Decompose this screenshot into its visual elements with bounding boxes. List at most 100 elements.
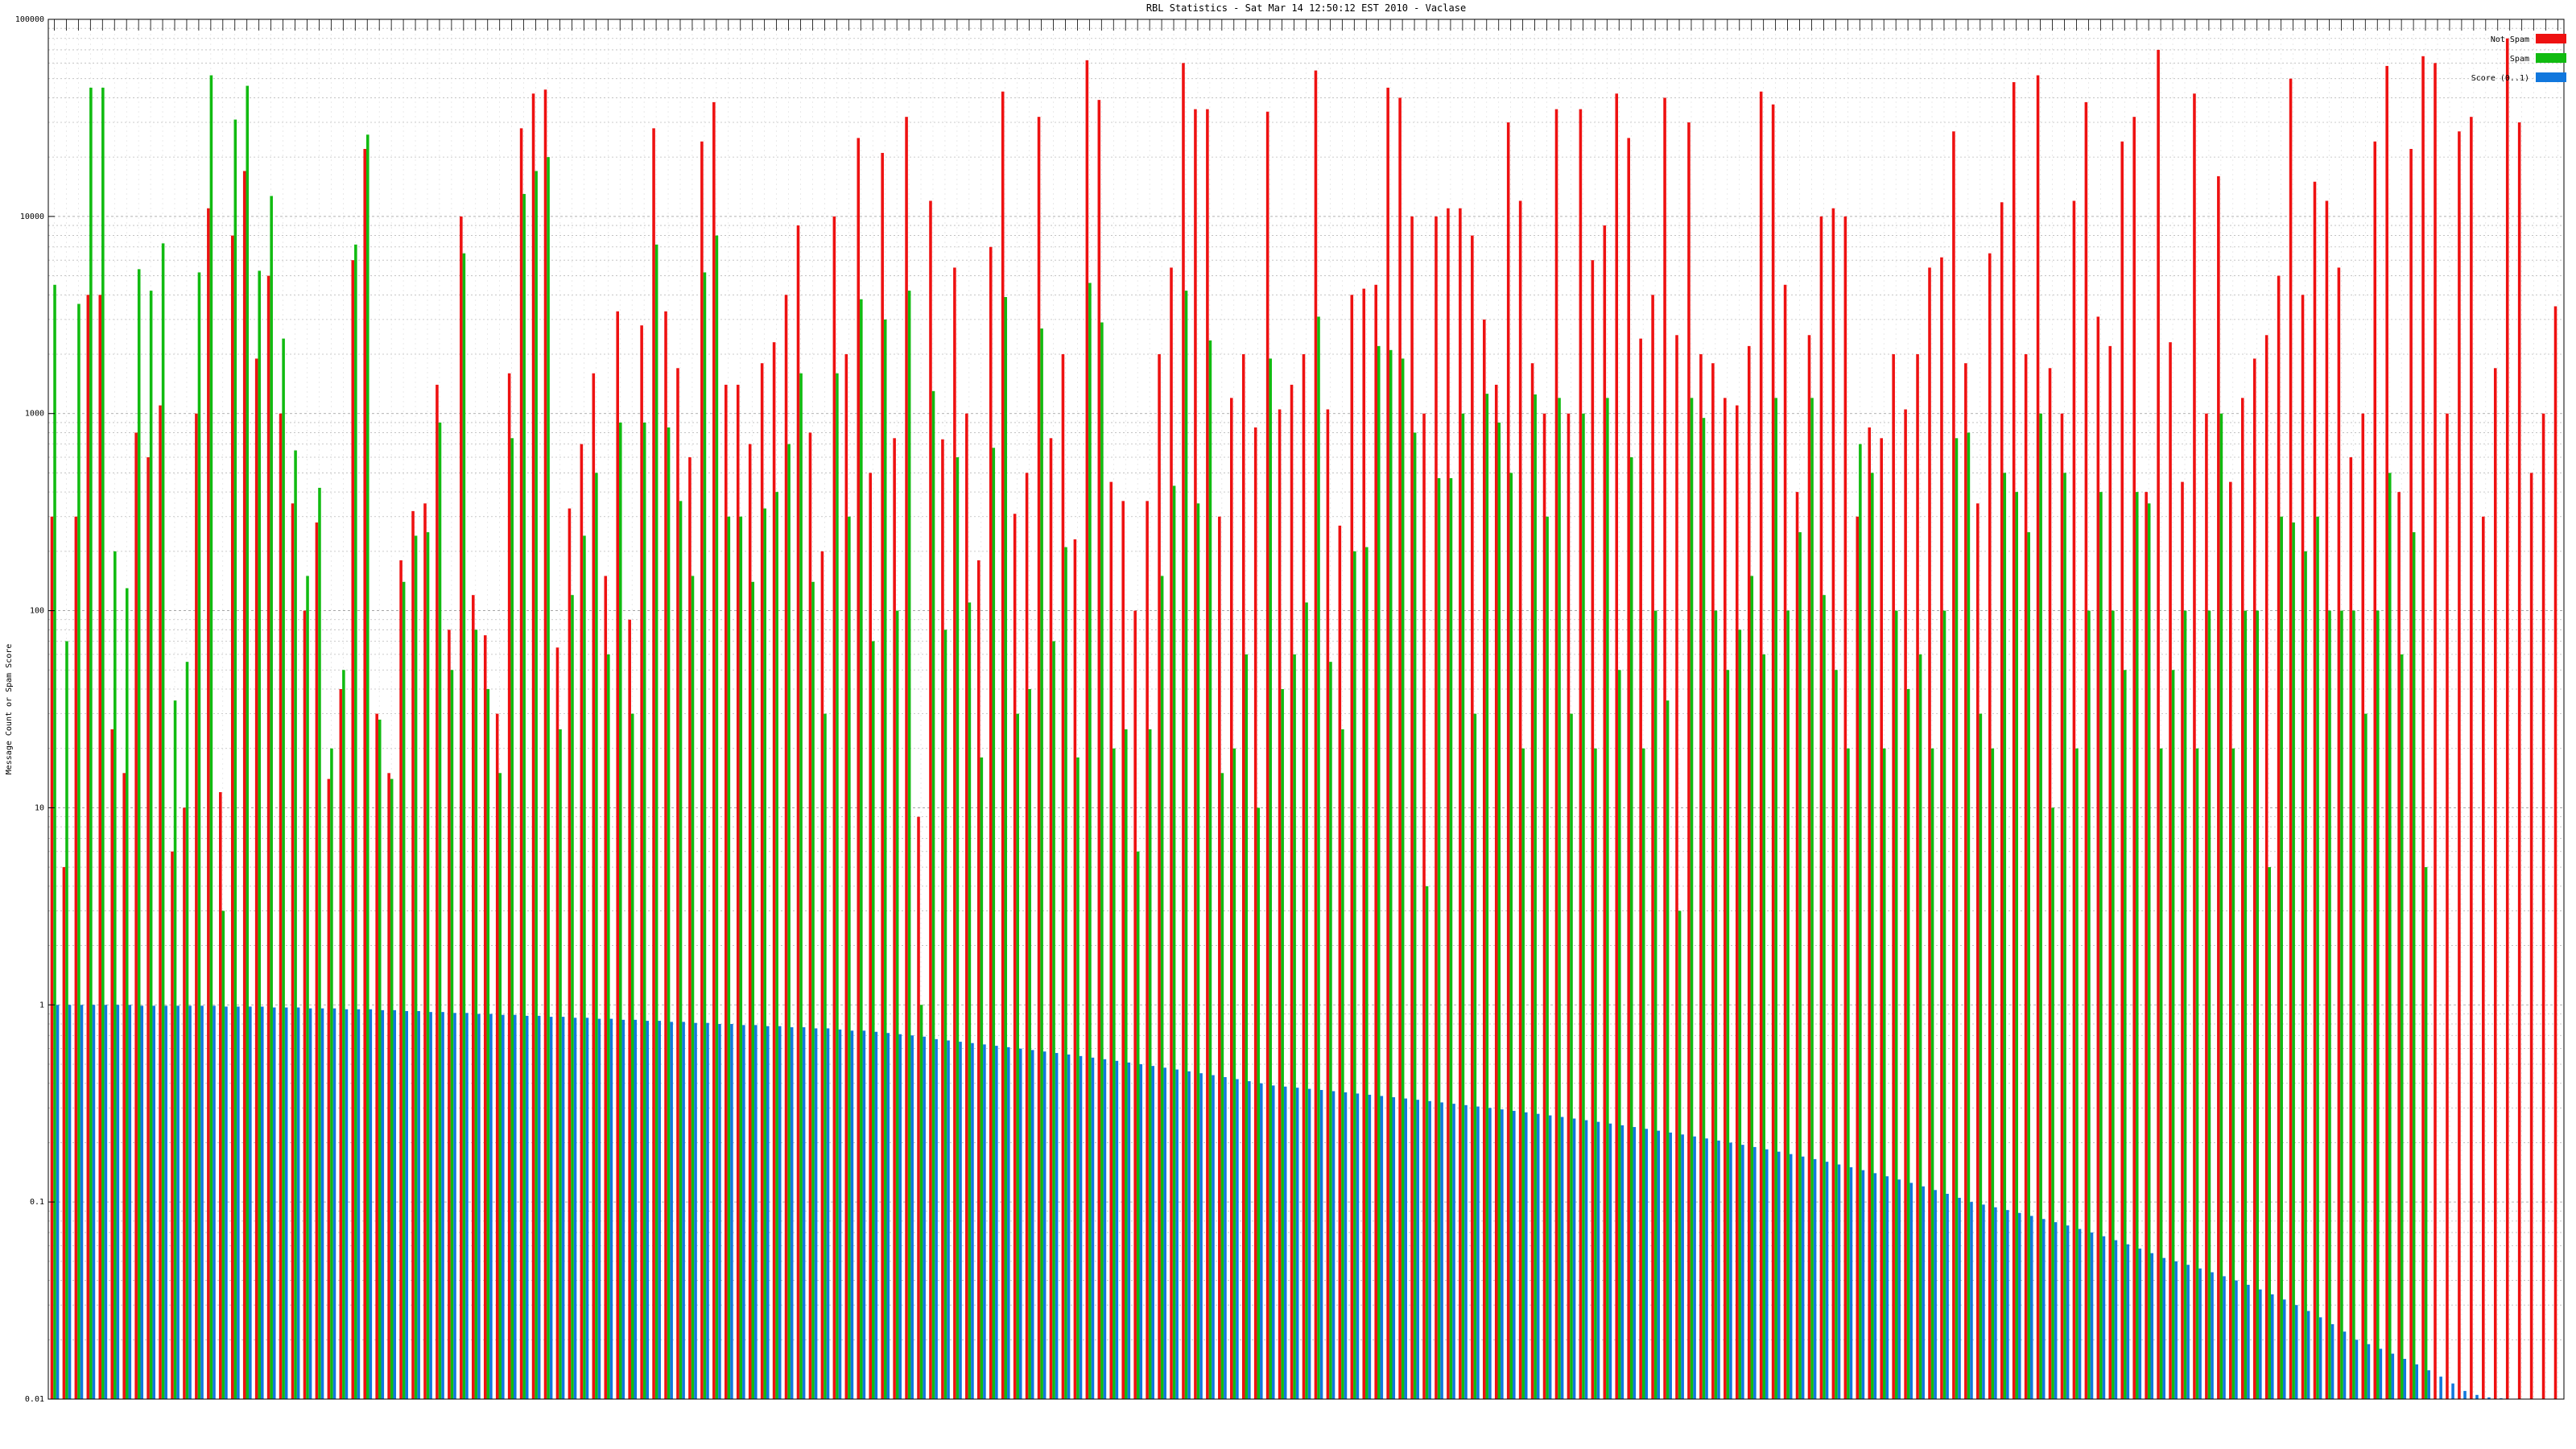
bar-not-spam-100 xyxy=(1253,427,1257,1399)
bar-not-spam-153 xyxy=(1892,354,1895,1400)
bar-not-spam-208 xyxy=(2553,306,2557,1399)
bar-score-0-1--43 xyxy=(573,1018,577,1399)
bar-score-0-1--57 xyxy=(742,1025,745,1399)
bar-score-0-1--49 xyxy=(646,1021,650,1399)
bar-not-spam-76 xyxy=(965,413,968,1399)
bar-not-spam-41 xyxy=(543,89,547,1399)
bar-spam-150 xyxy=(1859,444,1862,1400)
bar-spam-183 xyxy=(2256,610,2260,1399)
bar-not-spam-118 xyxy=(1471,235,1474,1400)
bar-score-0-1--36 xyxy=(489,1013,493,1399)
bar-not-spam-167 xyxy=(2060,413,2064,1399)
bar-spam-191 xyxy=(2352,610,2355,1399)
bar-not-spam-194 xyxy=(2385,65,2388,1399)
bar-score-0-1--102 xyxy=(1283,1086,1287,1399)
bar-score-0-1--108 xyxy=(1356,1093,1360,1399)
bar-spam-138 xyxy=(1714,610,1718,1399)
bar-score-0-1--65 xyxy=(838,1029,842,1399)
bar-spam-57 xyxy=(739,516,743,1399)
bar-spam-136 xyxy=(1690,398,1694,1400)
bar-not-spam-181 xyxy=(2229,481,2232,1399)
bar-spam-60 xyxy=(775,492,778,1399)
bar-not-spam-48 xyxy=(628,619,631,1399)
bar-spam-104 xyxy=(1305,602,1308,1399)
bar-score-0-1--70 xyxy=(898,1034,902,1399)
bar-spam-49 xyxy=(642,422,646,1399)
bar-score-0-1--2 xyxy=(80,1005,84,1399)
bar-not-spam-138 xyxy=(1711,363,1715,1399)
legend-label-0: Not Spam xyxy=(2491,35,2529,44)
bar-score-0-1--137 xyxy=(1705,1138,1708,1399)
bar-spam-173 xyxy=(2135,492,2139,1399)
bar-not-spam-175 xyxy=(2157,49,2160,1400)
bar-score-0-1--15 xyxy=(237,1006,240,1399)
bar-score-0-1--153 xyxy=(1897,1179,1901,1399)
bar-spam-145 xyxy=(1798,532,1802,1399)
bar-not-spam-200 xyxy=(2458,131,2461,1400)
bar-not-spam-162 xyxy=(2000,202,2004,1399)
bar-not-spam-115 xyxy=(1435,216,1438,1399)
bar-score-0-1--122 xyxy=(1524,1112,1528,1399)
bar-spam-69 xyxy=(883,319,887,1400)
bar-not-spam-149 xyxy=(1843,216,1847,1399)
bar-not-spam-39 xyxy=(519,128,523,1399)
bar-score-0-1--0 xyxy=(56,1005,60,1399)
bar-not-spam-122 xyxy=(1518,200,1522,1400)
bar-not-spam-92 xyxy=(1158,354,1161,1400)
bar-score-0-1--20 xyxy=(296,1007,300,1399)
bar-spam-6 xyxy=(125,588,129,1399)
bar-not-spam-155 xyxy=(1916,354,1919,1400)
bar-not-spam-89 xyxy=(1121,501,1125,1399)
bar-spam-114 xyxy=(1425,886,1429,1399)
y-tick-label: 100 xyxy=(30,607,44,616)
bar-not-spam-74 xyxy=(941,439,944,1399)
bar-spam-93 xyxy=(1172,485,1176,1399)
bar-not-spam-2 xyxy=(74,516,78,1399)
bar-score-0-1--136 xyxy=(1693,1136,1696,1399)
bar-score-0-1--1 xyxy=(68,1005,72,1399)
bar-score-0-1--26 xyxy=(369,1009,373,1399)
bar-not-spam-160 xyxy=(1976,503,1979,1399)
bar-score-0-1--59 xyxy=(766,1026,770,1399)
bar-not-spam-201 xyxy=(2470,117,2473,1399)
bar-spam-193 xyxy=(2376,610,2380,1399)
bar-not-spam-184 xyxy=(2264,335,2268,1399)
bar-score-0-1--25 xyxy=(357,1009,361,1399)
bar-not-spam-69 xyxy=(881,152,884,1399)
bar-spam-35 xyxy=(474,630,478,1399)
y-tick-label: 1000 xyxy=(25,410,44,419)
bar-score-0-1--116 xyxy=(1452,1104,1455,1399)
bar-not-spam-193 xyxy=(2373,141,2377,1399)
bar-spam-2 xyxy=(77,303,80,1399)
bar-spam-100 xyxy=(1257,807,1261,1399)
bar-spam-65 xyxy=(836,373,839,1400)
bar-spam-165 xyxy=(2039,413,2042,1399)
bar-score-0-1--11 xyxy=(188,1005,192,1399)
bar-score-0-1--7 xyxy=(140,1005,144,1399)
bar-spam-19 xyxy=(282,338,285,1400)
bar-score-0-1--140 xyxy=(1741,1145,1744,1399)
bar-spam-71 xyxy=(907,291,911,1400)
bar-spam-53 xyxy=(691,576,695,1399)
bar-not-spam-169 xyxy=(2084,101,2088,1400)
bar-not-spam-63 xyxy=(808,432,812,1400)
bar-not-spam-60 xyxy=(772,342,776,1400)
bar-not-spam-152 xyxy=(1880,438,1883,1400)
bar-not-spam-4 xyxy=(98,295,102,1399)
bar-spam-7 xyxy=(137,269,141,1399)
bar-not-spam-111 xyxy=(1386,87,1389,1400)
bar-spam-143 xyxy=(1774,398,1777,1400)
bar-score-0-1--33 xyxy=(453,1013,456,1399)
bar-spam-133 xyxy=(1653,610,1657,1399)
bar-score-0-1--63 xyxy=(814,1028,818,1399)
bar-score-0-1--180 xyxy=(2223,1276,2226,1399)
bar-spam-87 xyxy=(1100,322,1104,1400)
bar-not-spam-172 xyxy=(2120,141,2124,1399)
bar-spam-14 xyxy=(221,910,225,1399)
bar-spam-184 xyxy=(2268,867,2272,1399)
bar-not-spam-66 xyxy=(844,354,848,1400)
bar-score-0-1--52 xyxy=(682,1022,685,1399)
bar-not-spam-204 xyxy=(2505,38,2509,1399)
bar-not-spam-121 xyxy=(1506,122,1510,1399)
